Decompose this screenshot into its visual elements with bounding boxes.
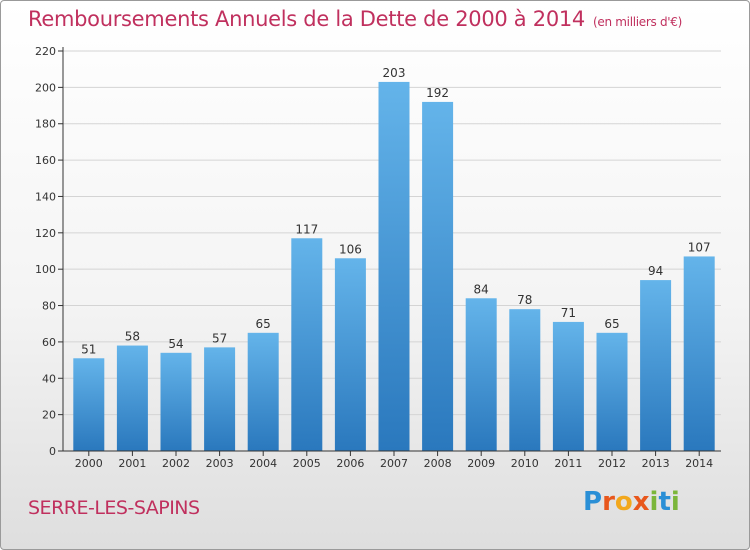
x-tick-label: 2003 bbox=[206, 457, 234, 470]
y-tick-label: 100 bbox=[35, 263, 56, 276]
x-tick-label: 2008 bbox=[424, 457, 452, 470]
bar bbox=[596, 332, 628, 451]
bar-value-label: 107 bbox=[688, 240, 711, 254]
bar bbox=[378, 81, 410, 451]
bar bbox=[204, 347, 236, 451]
bar-value-label: 84 bbox=[474, 282, 489, 296]
bar bbox=[160, 352, 192, 451]
bar-value-label: 65 bbox=[256, 317, 271, 331]
bar bbox=[73, 358, 105, 451]
bar bbox=[640, 280, 672, 451]
bar-value-label: 192 bbox=[426, 86, 449, 100]
logo-letter: r bbox=[602, 487, 615, 517]
x-tick-label: 2009 bbox=[467, 457, 495, 470]
bar-value-label: 51 bbox=[81, 342, 96, 356]
y-tick-label: 40 bbox=[42, 372, 56, 385]
y-tick-label: 20 bbox=[42, 409, 56, 422]
bar-value-label: 54 bbox=[168, 337, 183, 351]
bar bbox=[291, 238, 323, 451]
y-tick-label: 180 bbox=[35, 118, 56, 131]
x-tick-label: 2002 bbox=[162, 457, 190, 470]
bar bbox=[334, 258, 366, 451]
logo-letter: P bbox=[583, 487, 603, 517]
y-tick-label: 160 bbox=[35, 154, 56, 167]
bar-value-label: 94 bbox=[648, 264, 663, 278]
x-tick-label: 2007 bbox=[380, 457, 408, 470]
y-tick-label: 80 bbox=[42, 300, 56, 313]
x-tick-label: 2001 bbox=[118, 457, 146, 470]
bar bbox=[509, 309, 541, 451]
bar-value-label: 57 bbox=[212, 331, 227, 345]
bar bbox=[422, 101, 454, 451]
y-tick-label: 120 bbox=[35, 227, 56, 240]
bar-value-label: 58 bbox=[125, 330, 140, 344]
commune-name: SERRE-LES-SAPINS bbox=[28, 497, 200, 519]
bar-value-label: 106 bbox=[339, 242, 362, 256]
x-tick-label: 2012 bbox=[598, 457, 626, 470]
bar-value-label: 117 bbox=[295, 222, 318, 236]
bar bbox=[116, 345, 148, 451]
x-tick-label: 2000 bbox=[75, 457, 103, 470]
y-tick-label: 140 bbox=[35, 190, 56, 203]
bar bbox=[465, 298, 497, 451]
bar-value-label: 71 bbox=[561, 306, 576, 320]
logo-letter: t bbox=[658, 487, 671, 517]
x-tick-label: 2011 bbox=[554, 457, 582, 470]
logo-letter: o bbox=[614, 487, 633, 517]
chart-title: Remboursements Annuels de la Dette de 20… bbox=[28, 7, 682, 31]
x-tick-label: 2010 bbox=[511, 457, 539, 470]
logo-letter: i bbox=[649, 487, 659, 517]
bar-value-label: 203 bbox=[383, 66, 406, 80]
y-tick-label: 60 bbox=[42, 336, 56, 349]
logo-letter: i bbox=[670, 487, 680, 517]
bar bbox=[683, 256, 715, 451]
y-tick-label: 220 bbox=[35, 45, 56, 58]
x-tick-label: 2014 bbox=[685, 457, 713, 470]
bar bbox=[247, 332, 279, 451]
bar-value-label: 65 bbox=[604, 317, 619, 331]
proxiti-logo: Proxiti bbox=[583, 487, 680, 517]
x-tick-label: 2004 bbox=[249, 457, 277, 470]
x-tick-label: 2006 bbox=[336, 457, 364, 470]
logo-letter: x bbox=[632, 487, 650, 517]
chart-unit: (en milliers d'€) bbox=[593, 15, 683, 29]
chart-title-text: Remboursements Annuels de la Dette de 20… bbox=[28, 7, 585, 31]
bar bbox=[552, 321, 584, 451]
x-tick-label: 2005 bbox=[293, 457, 321, 470]
x-tick-label: 2013 bbox=[642, 457, 670, 470]
bar-value-label: 78 bbox=[517, 293, 532, 307]
y-tick-label: 200 bbox=[35, 81, 56, 94]
y-tick-label: 0 bbox=[49, 445, 56, 458]
